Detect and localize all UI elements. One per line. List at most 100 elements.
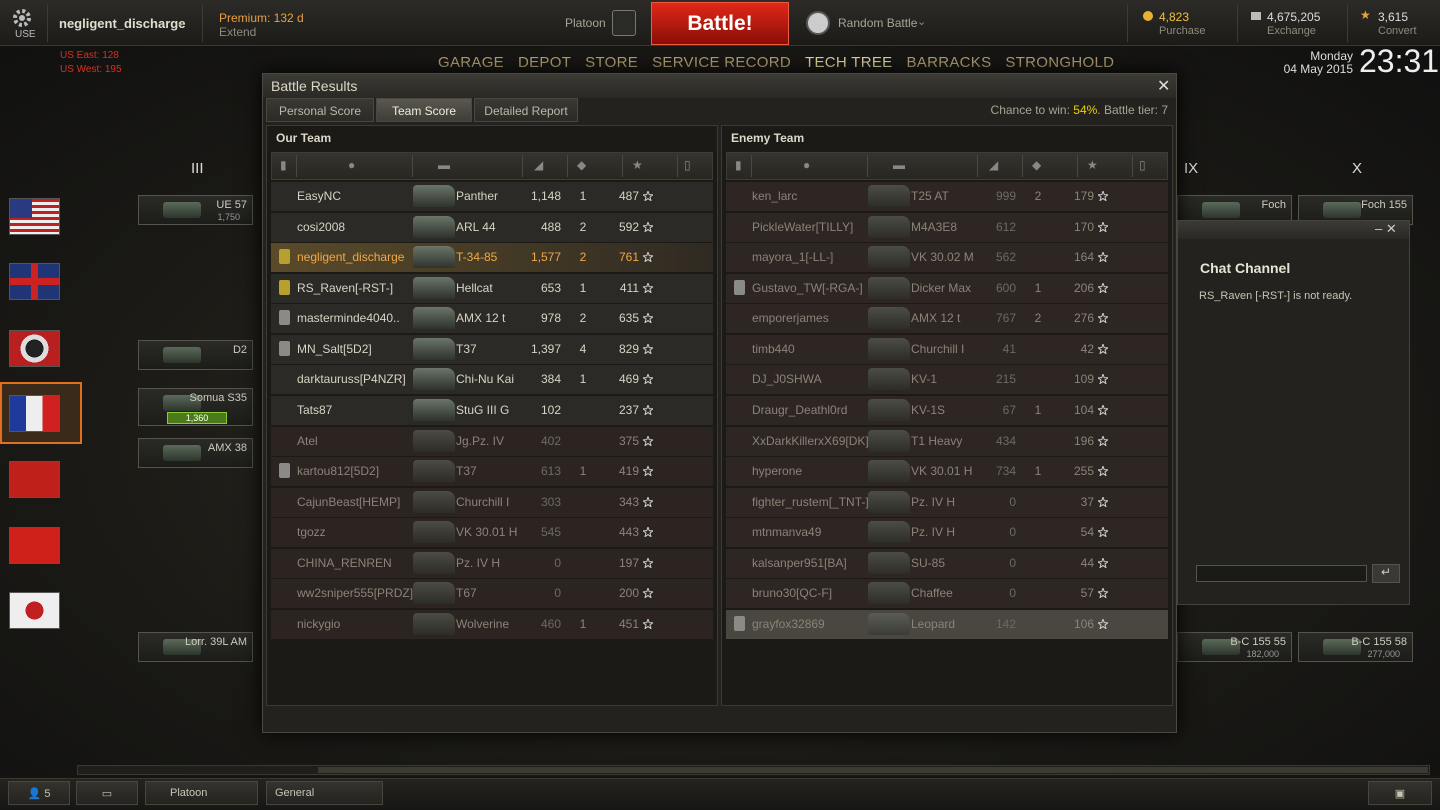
player-row[interactable]: Draugr_Deathl0rd KV-1S 67 1 104 (726, 395, 1168, 425)
user-menu[interactable]: USE (15, 29, 36, 40)
tech-node[interactable]: B-C 155 58 277,000 (1298, 632, 1413, 662)
flag-china[interactable] (9, 527, 60, 564)
experience: 109 (1073, 372, 1094, 387)
close-button[interactable]: ✕ (1157, 78, 1171, 95)
player-row[interactable]: XxDarkKillerxX69[DK] T1 Heavy 434 196 (726, 426, 1168, 456)
player-row[interactable]: EasyNC Panther 1,148 1 487 (271, 182, 713, 211)
player-row[interactable]: PickleWater[TILLY] M4A3E8 612 170 (726, 212, 1168, 242)
player-row[interactable]: RS_Raven[-RST-] Hellcat 653 1 411 (271, 273, 713, 303)
nav-item[interactable]: BARRACKS (906, 54, 992, 71)
tank-icon (868, 246, 910, 269)
xp-icon (1096, 433, 1110, 449)
player-row[interactable]: grayfox32869 Leopard 142 106 (726, 609, 1168, 639)
column-icon[interactable]: ★ (1087, 158, 1098, 172)
player-row[interactable]: tgozz VK 30.01 H 545 443 (271, 518, 713, 548)
purchase[interactable]: Purchase (1159, 25, 1206, 37)
player-row[interactable]: mayora_1[-LL-] VK 30.02 M 562 164 (726, 243, 1168, 273)
player-row[interactable]: Atel Jg.Pz. IV 402 375 (271, 426, 713, 456)
player-row[interactable]: negligent_discharge T-34-85 1,577 2 761 (271, 243, 713, 273)
tech-node[interactable]: D2 (138, 340, 253, 370)
player-row[interactable]: Gustavo_TW[-RGA-] Dicker Max 600 1 206 (726, 273, 1168, 303)
player-row[interactable]: CajunBeast[HEMP] Churchill I 303 343 (271, 487, 713, 517)
column-icon[interactable]: ★ (632, 158, 643, 172)
tab[interactable]: Detailed Report (474, 98, 578, 122)
nav-item[interactable]: STORE (585, 54, 639, 71)
username[interactable]: negligent_discharge (59, 16, 186, 31)
player-row[interactable]: hyperone VK 30.01 H 734 1 255 (726, 457, 1168, 487)
player-row[interactable]: kalsanper951[BA] SU-85 0 44 (726, 548, 1168, 578)
tab[interactable]: Team Score (376, 98, 472, 122)
tech-node[interactable]: UE 57 1,750 (138, 195, 253, 225)
player-row[interactable]: cosi2008 ARL 44 488 2 592 (271, 212, 713, 242)
scrollbar[interactable] (77, 765, 1430, 775)
player-row[interactable]: kartou812[5D2] T37 613 1 419 (271, 457, 713, 487)
player-row[interactable]: Tats87 StuG III G 102 237 (271, 395, 713, 425)
platoon-badge (734, 279, 745, 295)
player-row[interactable]: ken_larc T25 AT 999 2 179 (726, 182, 1168, 211)
nav-item[interactable]: STRONGHOLD (1005, 54, 1115, 71)
column-icon[interactable]: ▮ (735, 158, 742, 172)
column-icon[interactable]: ◆ (1032, 158, 1042, 172)
player-row[interactable]: mtnmanva49 Pz. IV H 0 54 (726, 518, 1168, 548)
platoon-label[interactable]: Platoon (565, 16, 606, 30)
experience: 196 (1073, 433, 1094, 448)
chat-button[interactable]: ▭ (76, 781, 138, 805)
nav-item[interactable]: GARAGE (438, 54, 504, 71)
player-row[interactable]: MN_Salt[5D2] T37 1,397 4 829 (271, 334, 713, 364)
channel-button[interactable]: General (266, 781, 383, 805)
chat-controls[interactable]: – ✕ (1375, 221, 1397, 236)
battle-mode[interactable]: Random Battle (838, 16, 918, 30)
player-row[interactable]: ww2sniper555[PRDZ] T67 0 200 (271, 579, 713, 609)
tab[interactable]: Personal Score (266, 98, 374, 122)
tank-name: Churchill I (911, 341, 965, 356)
notifications[interactable]: ▣ (1368, 781, 1432, 805)
column-icon[interactable]: ◢ (534, 158, 544, 172)
column-icon[interactable]: ◢ (989, 158, 999, 172)
online-friends[interactable]: 👤 5 (8, 781, 70, 805)
column-icon[interactable]: ▯ (1139, 158, 1146, 172)
tech-node[interactable]: Lorr. 39L AM (138, 632, 253, 662)
player-row[interactable]: darktauruss[P4NZR] Chi-Nu Kai 384 1 469 (271, 365, 713, 395)
tech-node[interactable]: AMX 38 (138, 438, 253, 468)
flag-germany[interactable] (9, 330, 60, 367)
chat-input[interactable] (1196, 565, 1367, 582)
battle-button[interactable]: Battle! (651, 2, 789, 45)
exchange[interactable]: Exchange (1267, 25, 1316, 37)
extend[interactable]: Extend (219, 25, 257, 39)
tech-node[interactable]: B-C 155 55 182,000 (1177, 632, 1292, 662)
column-icon[interactable]: ▯ (684, 158, 691, 172)
player-row[interactable]: DJ_J0SHWA KV-1 215 109 (726, 365, 1168, 395)
settings-icon[interactable] (12, 8, 32, 28)
tank-name: Jg.Pz. IV (456, 433, 505, 448)
column-icon[interactable]: ▬ (438, 158, 450, 172)
player-row[interactable]: nickygio Wolverine 460 1 451 (271, 609, 713, 639)
flag-usa[interactable] (9, 198, 60, 235)
nav-item[interactable]: SERVICE RECORD (652, 54, 792, 71)
player-row[interactable]: masterminde4040.. AMX 12 t 978 2 635 (271, 304, 713, 334)
xp-icon (1096, 219, 1110, 235)
player-row[interactable]: CHINA_RENREN Pz. IV H 0 197 (271, 548, 713, 578)
column-icon[interactable]: ● (348, 158, 356, 172)
player-row[interactable]: emporerjames AMX 12 t 767 2 276 (726, 304, 1168, 334)
xp-icon (1096, 311, 1110, 326)
tech-node[interactable]: Somua S35 1,360 (138, 388, 253, 426)
flag-japan[interactable] (9, 592, 60, 629)
player-row[interactable]: bruno30[QC-F] Chaffee 0 57 (726, 579, 1168, 609)
flag-uk[interactable] (9, 263, 60, 300)
column-icon[interactable]: ◆ (577, 158, 587, 172)
player-row[interactable]: timb440 Churchill I 41 42 (726, 334, 1168, 364)
credits-icon (1251, 12, 1261, 20)
flag-france[interactable] (9, 395, 60, 432)
platoon-icon[interactable] (612, 10, 636, 36)
nav-item[interactable]: TECH TREE (805, 54, 893, 71)
damage: 303 (540, 494, 561, 509)
column-icon[interactable]: ● (803, 158, 811, 172)
player-row[interactable]: fighter_rustem[_TNT-] Pz. IV H 0 37 (726, 487, 1168, 517)
nav-item[interactable]: DEPOT (517, 54, 572, 71)
column-icon[interactable]: ▬ (893, 158, 905, 172)
chat-send[interactable]: ↵ (1372, 564, 1400, 583)
flag-ussr[interactable] (9, 461, 60, 498)
column-icon[interactable]: ▮ (280, 158, 287, 172)
platoon-button[interactable]: Platoon (145, 781, 258, 805)
convert[interactable]: Convert (1378, 25, 1417, 37)
